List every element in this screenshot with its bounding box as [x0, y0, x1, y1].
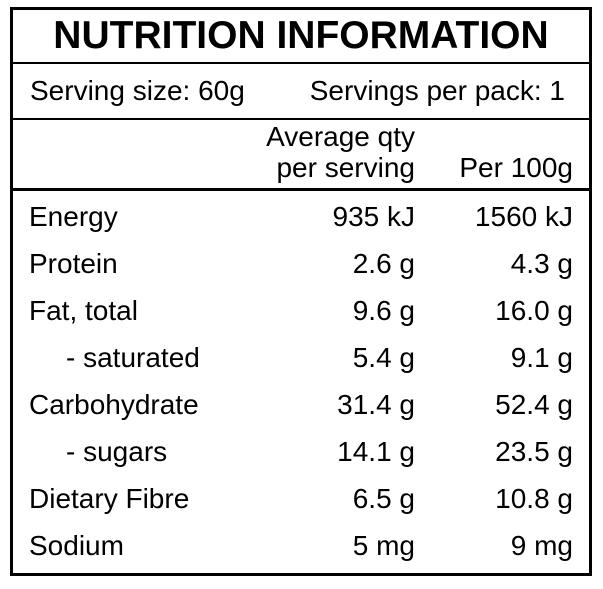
- nutrient-label: Energy: [29, 201, 118, 233]
- nutrient-row-sugars: - sugars 14.1 g 23.5 g: [13, 428, 589, 475]
- column-header-per-serving: Average qty per serving: [255, 121, 415, 183]
- per-serving-value: 2.6 g: [352, 248, 415, 280]
- nutrient-row-energy: Energy 935 kJ 1560 kJ: [13, 194, 589, 241]
- per-100g-value: 10.8 g: [495, 482, 573, 514]
- per-100g-value: 9.1 g: [510, 342, 573, 374]
- per-100g-value: 52.4 g: [495, 388, 573, 420]
- per-serving-value: 14.1 g: [337, 435, 415, 467]
- nutrition-information-panel: NUTRITION INFORMATION Serving size: 60g …: [10, 7, 592, 576]
- per-100g-value: 9 mg: [510, 529, 573, 561]
- per-serving-value: 5.4 g: [352, 342, 415, 374]
- nutrient-row-protein: Protein 2.6 g 4.3 g: [13, 241, 589, 288]
- nutrient-label: Fat, total: [29, 295, 138, 327]
- per-serving-value: 31.4 g: [337, 388, 415, 420]
- per-100g-value: 23.5 g: [495, 435, 573, 467]
- per-serving-value: 9.6 g: [352, 295, 415, 327]
- nutrient-row-sodium: Sodium 5 mg 9 mg: [13, 522, 589, 569]
- nutrient-label: Carbohydrate: [29, 388, 199, 420]
- per-serving-value: 935 kJ: [332, 201, 416, 233]
- serving-info-row: Serving size: 60g Servings per pack: 1: [13, 64, 589, 120]
- nutrient-label: - saturated: [66, 342, 200, 374]
- nutrient-row-carbohydrate: Carbohydrate 31.4 g 52.4 g: [13, 382, 589, 429]
- nutrient-label: Protein: [29, 248, 118, 280]
- nutrient-row-dietary-fibre: Dietary Fibre 6.5 g 10.8 g: [13, 475, 589, 522]
- per-100g-value: 4.3 g: [510, 248, 573, 280]
- per-serving-value: 6.5 g: [352, 482, 415, 514]
- column-header-per-serving-line1: Average qty: [266, 121, 415, 152]
- panel-title: NUTRITION INFORMATION: [13, 10, 589, 64]
- per-serving-value: 5 mg: [352, 529, 415, 561]
- nutrient-row-fat-total: Fat, total 9.6 g 16.0 g: [13, 288, 589, 335]
- serving-size-text: Serving size: 60g: [30, 75, 245, 106]
- nutrient-row-saturated-fat: - saturated 5.4 g 9.1 g: [13, 335, 589, 382]
- column-header-per-100g: Per 100g: [459, 152, 573, 183]
- per-100g-value: 1560 kJ: [474, 201, 573, 233]
- nutrient-label: Dietary Fibre: [29, 482, 190, 514]
- column-header-per-serving-line2: per serving: [276, 152, 415, 183]
- nutrient-table-body: Energy 935 kJ 1560 kJ Protein 2.6 g 4.3 …: [13, 191, 589, 573]
- per-100g-value: 16.0 g: [495, 295, 573, 327]
- column-header-row: Average qty per serving Per 100g: [13, 120, 589, 191]
- servings-per-pack-text: Servings per pack: 1: [309, 75, 565, 106]
- nutrient-label: - sugars: [66, 435, 168, 467]
- nutrient-label: Sodium: [29, 529, 124, 561]
